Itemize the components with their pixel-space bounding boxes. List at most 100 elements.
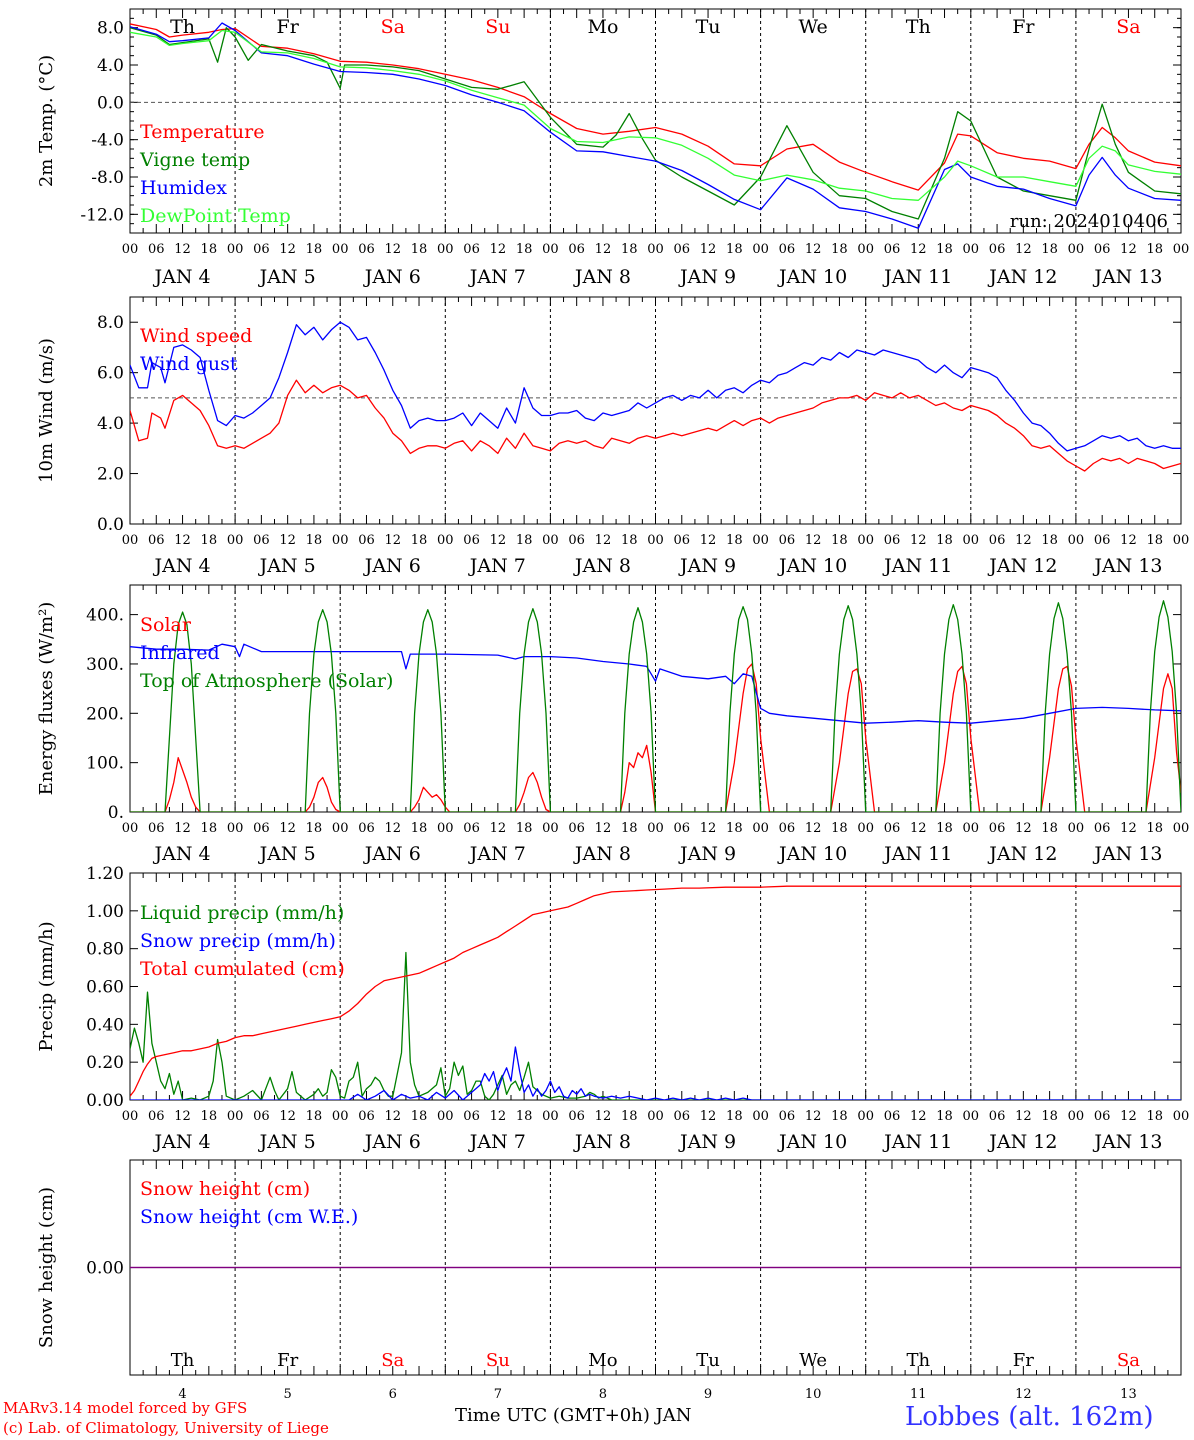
day-number-label: 6: [389, 1387, 397, 1402]
date-label: JAN 6: [363, 843, 421, 865]
plot-frame: [129, 8, 1182, 234]
hour-label: 12: [174, 1109, 191, 1124]
day-number-label: 13: [1120, 1387, 1137, 1402]
weekday-label-bottom: Su: [486, 1350, 510, 1371]
hour-label: 12: [490, 242, 507, 257]
y-tick-label: 100.: [86, 754, 124, 774]
hour-label: 18: [201, 1109, 218, 1124]
weekday-label-bottom: Fr: [1013, 1350, 1034, 1371]
hour-label: 12: [174, 533, 191, 548]
y-tick-label: -12.0: [80, 205, 124, 225]
date-label: JAN 4: [153, 1131, 211, 1153]
hour-label: 18: [306, 242, 323, 257]
series-line: [130, 663, 1181, 812]
series-group: [130, 22, 1181, 229]
hour-label: 06: [779, 1109, 796, 1124]
legend-entry: Top of Atmosphere (Solar): [140, 670, 393, 692]
series-line: [130, 29, 1181, 201]
hour-label: 12: [490, 1109, 507, 1124]
series-group: [130, 885, 1181, 1100]
hour-label: 06: [148, 242, 165, 257]
hour-label: 06: [884, 533, 901, 548]
hour-label: 06: [463, 533, 480, 548]
hour-label: 06: [568, 242, 585, 257]
y-tick-label: 2.0: [97, 465, 124, 485]
y-tick-label: 1.00: [86, 902, 124, 922]
date-label: JAN 12: [987, 1131, 1057, 1153]
date-label: JAN 9: [678, 843, 736, 865]
date-label: JAN 8: [573, 1131, 631, 1153]
hour-label: 00: [647, 242, 664, 257]
hour-label: 18: [621, 1109, 638, 1124]
hour-label: 12: [384, 242, 401, 257]
hour-label: 06: [463, 821, 480, 836]
panel-energy: 0. 100. 200. 300. 400. Energy fluxes (W/m²) So…: [36, 584, 1189, 865]
hour-label: 06: [358, 533, 375, 548]
hour-label: 18: [411, 821, 428, 836]
y-tick-label: 0.20: [86, 1053, 124, 1073]
date-label: JAN 8: [573, 266, 631, 288]
hour-label: 00: [857, 1109, 874, 1124]
date-label: JAN 13: [1092, 555, 1162, 577]
hour-label: 00: [1068, 533, 1085, 548]
panel-temp: 8.0 4.0 0.0 -4.0 -8.0 -12.0 2m Temp. (°C) Tempe…: [36, 8, 1190, 288]
series-line: [130, 951, 1181, 1100]
weekday-label-bottom: Th: [906, 1350, 930, 1371]
hour-label: 00: [437, 242, 454, 257]
date-label: JAN 11: [882, 1131, 952, 1153]
hour-label: 06: [253, 821, 270, 836]
hour-label: 06: [463, 242, 480, 257]
weekday-label-top: Tu: [696, 16, 721, 38]
series-line: [130, 1046, 1181, 1100]
hour-label: 00: [227, 242, 244, 257]
y-axis-label: Precip (mm/h): [36, 921, 57, 1051]
series-line: [130, 321, 1181, 452]
date-label: JAN 12: [987, 555, 1057, 577]
hour-label: 18: [306, 1109, 323, 1124]
y-tick-label: 6.0: [97, 364, 124, 384]
hour-label: 12: [595, 242, 612, 257]
hour-label: 00: [752, 242, 769, 257]
hour-label: 06: [253, 242, 270, 257]
date-label: JAN 9: [678, 555, 736, 577]
hour-label: 12: [384, 821, 401, 836]
y-tick-label: 300.: [86, 655, 124, 675]
date-label: JAN 4: [153, 843, 211, 865]
panel-wind: 0.0 2.0 4.0 6.0 8.0 10m Wind (m/s) Wind speed W…: [36, 296, 1189, 577]
weekday-label-bottom: Tu: [696, 1350, 720, 1371]
hour-label: 12: [910, 821, 927, 836]
date-label: JAN 10: [777, 555, 847, 577]
model-credit: MARv3.14 model forced by GFS: [3, 1399, 248, 1417]
date-label: JAN 10: [777, 843, 847, 865]
hour-label: 12: [595, 533, 612, 548]
hour-label: 00: [1173, 242, 1190, 257]
hour-label: 06: [674, 242, 691, 257]
weekday-label-bottom: Sa: [381, 1350, 404, 1371]
y-axis-label: 10m Wind (m/s): [36, 338, 57, 483]
hour-label: 18: [1041, 821, 1058, 836]
hour-label: 06: [884, 242, 901, 257]
legend-entry: Total cumulated (cm): [140, 958, 345, 980]
weekday-label-top: Fr: [1012, 16, 1035, 38]
hour-label: 12: [1015, 242, 1032, 257]
date-label: JAN 7: [468, 1131, 526, 1153]
legend-entry: Wind speed: [140, 325, 252, 347]
hour-label: 06: [1094, 1109, 1111, 1124]
hour-label: 18: [201, 533, 218, 548]
hour-label: 18: [1041, 242, 1058, 257]
hour-label: 12: [700, 821, 717, 836]
hour-label: 18: [621, 821, 638, 836]
date-label: JAN 8: [573, 843, 631, 865]
hour-label: 00: [122, 242, 139, 257]
legend-entry: Solar: [140, 614, 192, 636]
series-group: [130, 321, 1181, 472]
hour-label: 00: [437, 821, 454, 836]
hour-label: 18: [726, 242, 743, 257]
hour-label: 12: [490, 533, 507, 548]
legend-entry: DewPoint Temp: [140, 205, 291, 227]
y-axis-label: Snow height (cm): [36, 1187, 57, 1348]
hour-label: 12: [384, 1109, 401, 1124]
weekday-label-bottom: Mo: [588, 1350, 617, 1371]
legend-entry: Infrared: [140, 642, 220, 664]
